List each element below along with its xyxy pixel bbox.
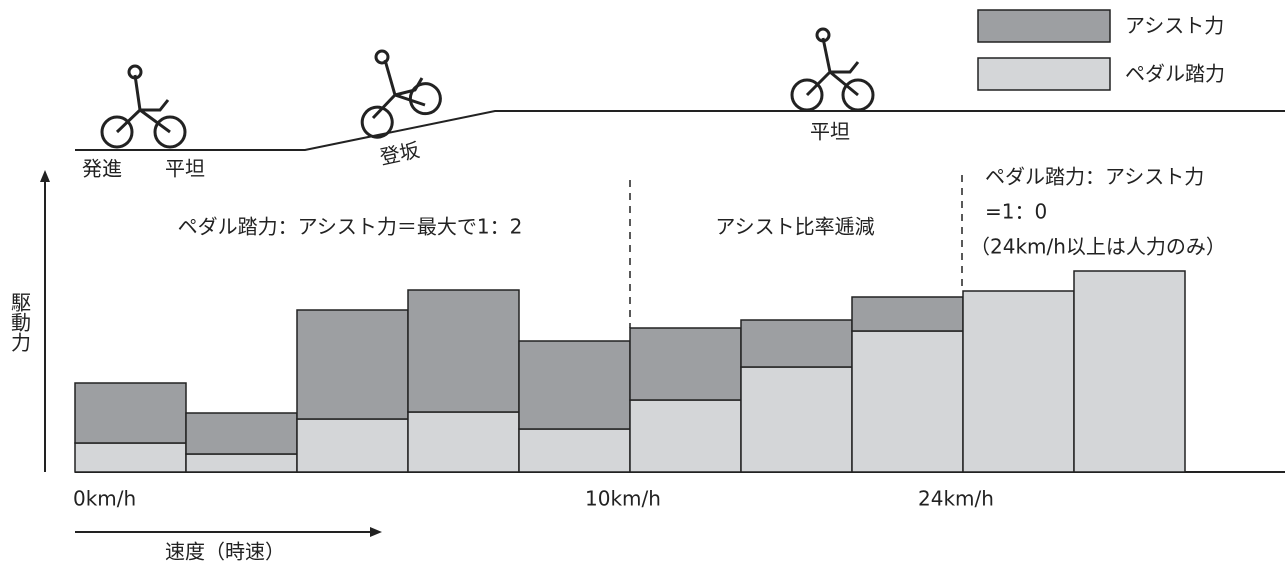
bar-segment — [185, 412, 298, 455]
bar-segment — [296, 309, 409, 420]
speed-label: 24km/h — [918, 487, 994, 511]
x-axis-label: 速度（時速） — [165, 540, 285, 564]
bar-segment — [851, 330, 964, 473]
annotation: （24km/h以上は人力のみ） — [970, 235, 1226, 259]
legend-swatch — [977, 57, 1111, 91]
legend-swatch — [977, 9, 1111, 43]
terrain — [75, 110, 1285, 151]
bar-segment — [1073, 270, 1186, 473]
annotation: ペダル踏力：アシスト力＝最大で1：2 — [178, 215, 523, 239]
bar-segment — [851, 296, 964, 332]
terrain-label: 発進 — [82, 157, 122, 181]
terrain-label: 平坦 — [810, 120, 850, 144]
bar-segment — [518, 340, 631, 430]
bar-segment — [740, 366, 853, 473]
bar-segment — [629, 399, 742, 473]
y-axis-label: 駆動力 — [8, 292, 32, 352]
bar-segment — [296, 418, 409, 473]
bar-segment — [740, 319, 853, 368]
bar-segment — [407, 411, 520, 473]
terrain-line — [75, 110, 1285, 151]
bar-segment — [74, 442, 187, 473]
annotation: ペダル踏力：アシスト力 — [985, 165, 1204, 189]
bar-segment — [629, 327, 742, 401]
annotation: アシスト比率逓減 — [715, 215, 874, 239]
bar-segment — [185, 453, 298, 473]
bar-segment — [407, 289, 520, 413]
bike-icon — [100, 27, 875, 149]
legend-label: アシスト力 — [1125, 14, 1224, 38]
arrow-head — [40, 170, 50, 182]
bar-segment — [962, 290, 1075, 473]
speed-label: 10km/h — [585, 487, 661, 511]
arrow-head — [370, 527, 382, 537]
legend-label: ペダル踏力 — [1125, 62, 1225, 86]
speed-label: 0km/h — [73, 487, 136, 511]
bar-segment — [74, 382, 187, 444]
bar-segment — [518, 428, 631, 473]
annotation: =1：0 — [985, 200, 1047, 224]
terrain-label: 平坦 — [165, 157, 205, 181]
terrain-label: 登坂 — [378, 138, 422, 170]
